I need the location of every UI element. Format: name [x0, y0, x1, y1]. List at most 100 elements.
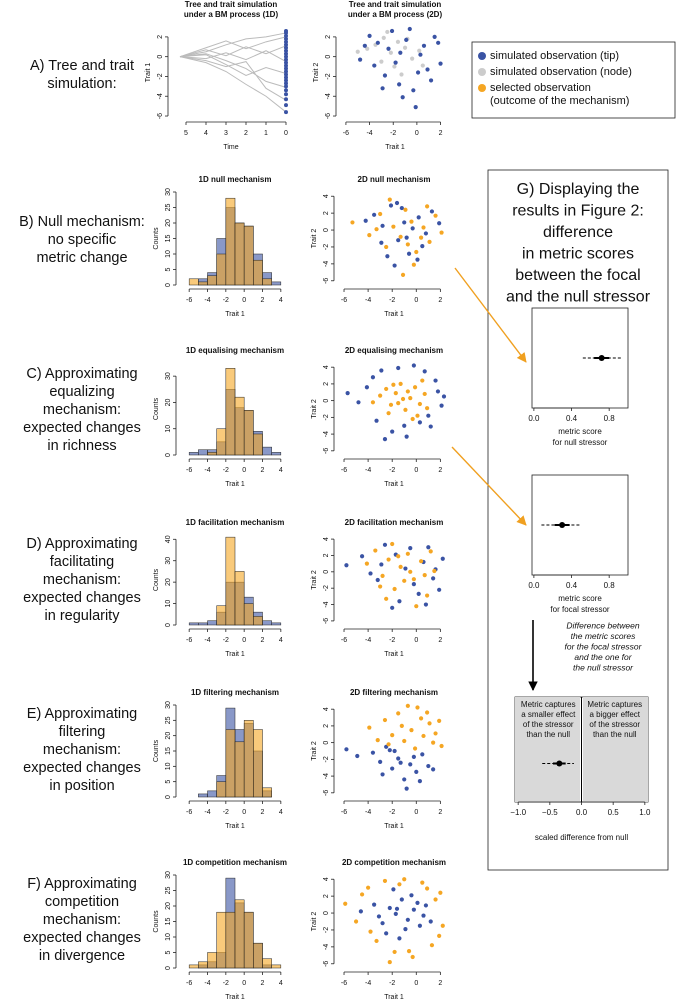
y-tick-label: 0	[323, 911, 330, 915]
point	[425, 406, 430, 411]
x-tick-label: -4	[204, 637, 210, 644]
point	[426, 763, 431, 769]
row-label: competition	[45, 894, 119, 910]
point	[344, 563, 349, 568]
point	[380, 921, 385, 926]
x-axis-label: Trait 1	[225, 651, 245, 658]
point	[378, 584, 383, 589]
point	[440, 556, 445, 561]
x-tick-label: 2	[261, 467, 265, 474]
connector-arrow	[451, 446, 527, 526]
chart-title: under a BM process (1D)	[184, 10, 279, 19]
point	[428, 919, 433, 924]
row-label: in richness	[47, 438, 116, 454]
row-label: no specific	[48, 232, 117, 248]
point	[392, 64, 397, 69]
x-tick-label: -4	[365, 980, 371, 987]
point	[367, 33, 372, 39]
point	[421, 733, 426, 739]
x-axis-label: Trait 1	[225, 311, 245, 318]
point	[343, 901, 348, 906]
tip-point	[284, 57, 288, 62]
tip-point	[284, 78, 288, 83]
point	[382, 437, 388, 442]
point	[405, 551, 410, 556]
point	[392, 586, 397, 592]
hist-bar	[198, 281, 208, 286]
point	[433, 213, 438, 218]
x-tick-label: -4	[365, 637, 371, 644]
tip-point	[284, 84, 288, 89]
x-tick-label: -4	[204, 980, 210, 987]
point	[390, 541, 395, 547]
point	[382, 73, 388, 78]
point	[402, 578, 407, 583]
y-tick-label: 0	[325, 55, 332, 59]
hist-bar	[234, 571, 245, 626]
region	[583, 697, 648, 802]
x-axis-label: Trait 1	[384, 651, 404, 658]
legend-swatch	[478, 52, 486, 60]
point	[387, 905, 392, 911]
point	[375, 738, 380, 743]
row-label: in divergence	[39, 948, 125, 964]
hist-bar	[216, 781, 227, 798]
estimate	[598, 355, 605, 361]
point	[388, 203, 394, 208]
point	[408, 762, 413, 767]
y-tick-label: 2	[323, 211, 330, 215]
point	[427, 239, 432, 244]
x-tick-label: -2	[389, 809, 395, 816]
y-tick-label: 30	[165, 557, 172, 565]
point	[405, 389, 410, 394]
estimate	[559, 522, 566, 528]
point	[420, 880, 425, 885]
y-tick-label: 30	[165, 372, 172, 380]
x-tick-label: 0.4	[566, 414, 578, 423]
point	[350, 220, 355, 225]
point	[394, 906, 400, 911]
hist-bar	[198, 793, 208, 798]
x-tick-label: 0.0	[576, 808, 588, 817]
point	[414, 769, 419, 775]
point	[402, 738, 407, 744]
y-tick-label: 2	[323, 553, 330, 557]
hist-bar	[225, 911, 236, 969]
point	[411, 262, 416, 267]
row-label: facilitating	[50, 554, 114, 570]
y-axis-label: Trait 2	[311, 741, 318, 761]
x-axis-label: metric score	[558, 427, 602, 436]
point	[374, 227, 379, 232]
point	[425, 204, 430, 209]
legend-label: simulated observation (tip)	[490, 50, 619, 62]
x-tick-label: 2	[439, 130, 443, 137]
row-label: expected changes	[23, 590, 141, 606]
point	[398, 564, 403, 570]
hist-bar	[198, 449, 208, 456]
point	[366, 885, 371, 890]
point	[355, 49, 360, 54]
x-axis-label: Trait 1	[225, 481, 245, 488]
point	[428, 549, 433, 554]
point	[394, 200, 400, 206]
point	[405, 917, 410, 922]
legend-label: (outcome of the mechanism)	[490, 95, 629, 107]
point	[403, 207, 408, 212]
point	[388, 50, 393, 55]
hist-bar	[188, 452, 199, 456]
point	[425, 67, 430, 72]
point	[368, 929, 373, 934]
point	[367, 233, 372, 238]
point	[402, 220, 407, 225]
point	[396, 554, 401, 559]
x-tick-label: 0.0	[528, 414, 540, 423]
x-axis-label: Trait 1	[225, 994, 245, 1000]
point	[390, 429, 395, 434]
x-tick-label: 0	[414, 809, 418, 816]
point	[344, 747, 349, 752]
y-tick-label: 15	[165, 235, 172, 243]
point	[421, 913, 426, 918]
point	[375, 577, 380, 583]
point	[408, 545, 413, 551]
connector-arrow	[454, 267, 527, 363]
